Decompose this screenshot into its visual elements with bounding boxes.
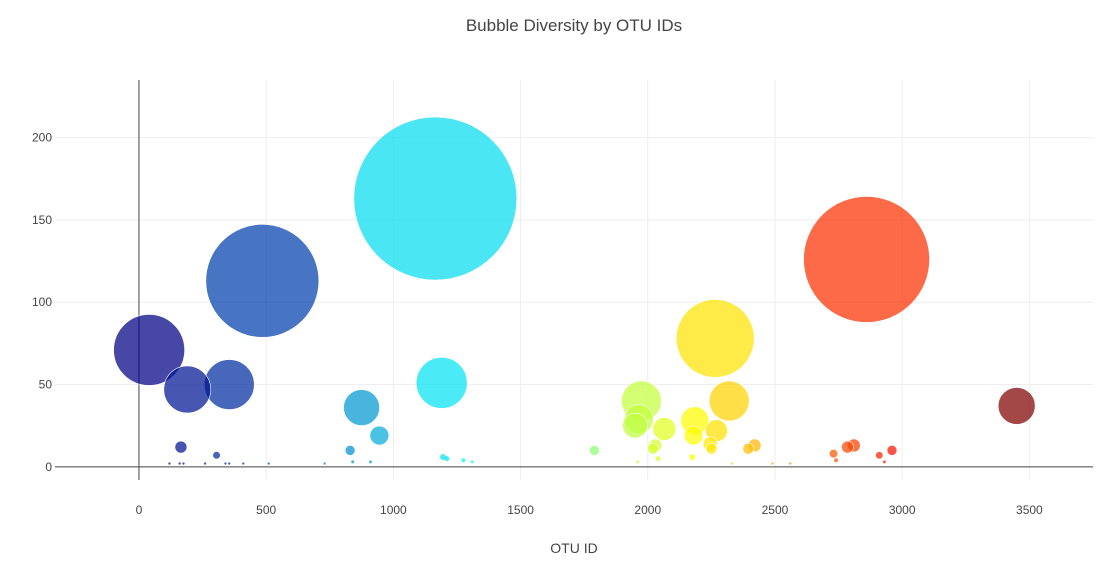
bubble-point [344, 445, 356, 456]
x-tick-label: 500 [256, 503, 276, 517]
x-tick-label: 3000 [889, 503, 916, 517]
bubble-point [875, 451, 883, 459]
bubble-point [267, 462, 270, 465]
bubble-point [886, 445, 898, 456]
bubble-point [997, 387, 1036, 425]
bubble-point [415, 357, 468, 409]
bubble-point [803, 196, 930, 323]
axes [55, 80, 1093, 480]
bubble-point [203, 359, 255, 410]
bubble-point [829, 449, 838, 458]
y-tick-label: 100 [32, 295, 52, 309]
y-tick-label: 150 [32, 213, 52, 227]
bubble-point [771, 462, 774, 465]
x-tick-label: 3500 [1016, 503, 1043, 517]
bubble-point [705, 442, 718, 455]
bubble-series [113, 116, 1036, 465]
bubble-point [589, 445, 600, 456]
bubble-point [636, 460, 640, 464]
bubble-point [675, 299, 755, 378]
bubble-point [343, 389, 380, 426]
bubble-point [369, 425, 390, 446]
bubble-point [689, 453, 696, 460]
x-tick-label: 1000 [380, 503, 407, 517]
bubble-point [213, 451, 221, 459]
tick-labels: 0 500 1000 1500 2000 2500 3000 3500 0 50 100 150 200 [32, 131, 1043, 517]
bubble-point [178, 462, 181, 465]
bubble-point [444, 456, 450, 462]
bubble-point [368, 460, 372, 464]
bubble-point [224, 462, 227, 465]
bubble-point [203, 462, 207, 465]
bubble-point [789, 462, 792, 465]
x-tick-label: 1500 [507, 503, 534, 517]
bubble-point [834, 458, 839, 463]
bubble-point [652, 417, 677, 441]
bubble-point [182, 462, 185, 465]
bubble-point [683, 425, 704, 446]
bubble-point [323, 462, 326, 465]
x-tick-label: 2500 [762, 503, 789, 517]
bubble-point [242, 462, 245, 465]
bubble-point [470, 460, 474, 464]
bubble-point [742, 442, 755, 455]
bubble-point [655, 456, 661, 462]
y-tick-label: 0 [45, 460, 52, 474]
bubble-point [174, 440, 188, 454]
bubble-point [205, 224, 320, 338]
bubble-point [351, 460, 355, 464]
bubble-point [461, 458, 466, 463]
bubble-point [163, 365, 212, 414]
x-axis-title: OTU ID [550, 540, 597, 556]
bubble-point [168, 462, 171, 465]
bubble-point [882, 460, 886, 464]
bubble-point [353, 116, 518, 281]
bubble-point [708, 380, 750, 422]
bubble-point [647, 442, 659, 455]
y-tick-label: 200 [32, 131, 52, 145]
bubble-point [841, 440, 854, 454]
x-tick-label: 2000 [634, 503, 661, 517]
y-tick-label: 50 [39, 378, 53, 392]
bubble-point [113, 314, 185, 386]
bubble-point [228, 462, 231, 465]
bubble-point [730, 462, 733, 465]
bubble-point [622, 412, 648, 439]
chart-title: Bubble Diversity by OTU IDs [466, 16, 682, 35]
x-tick-label: 0 [136, 503, 143, 517]
